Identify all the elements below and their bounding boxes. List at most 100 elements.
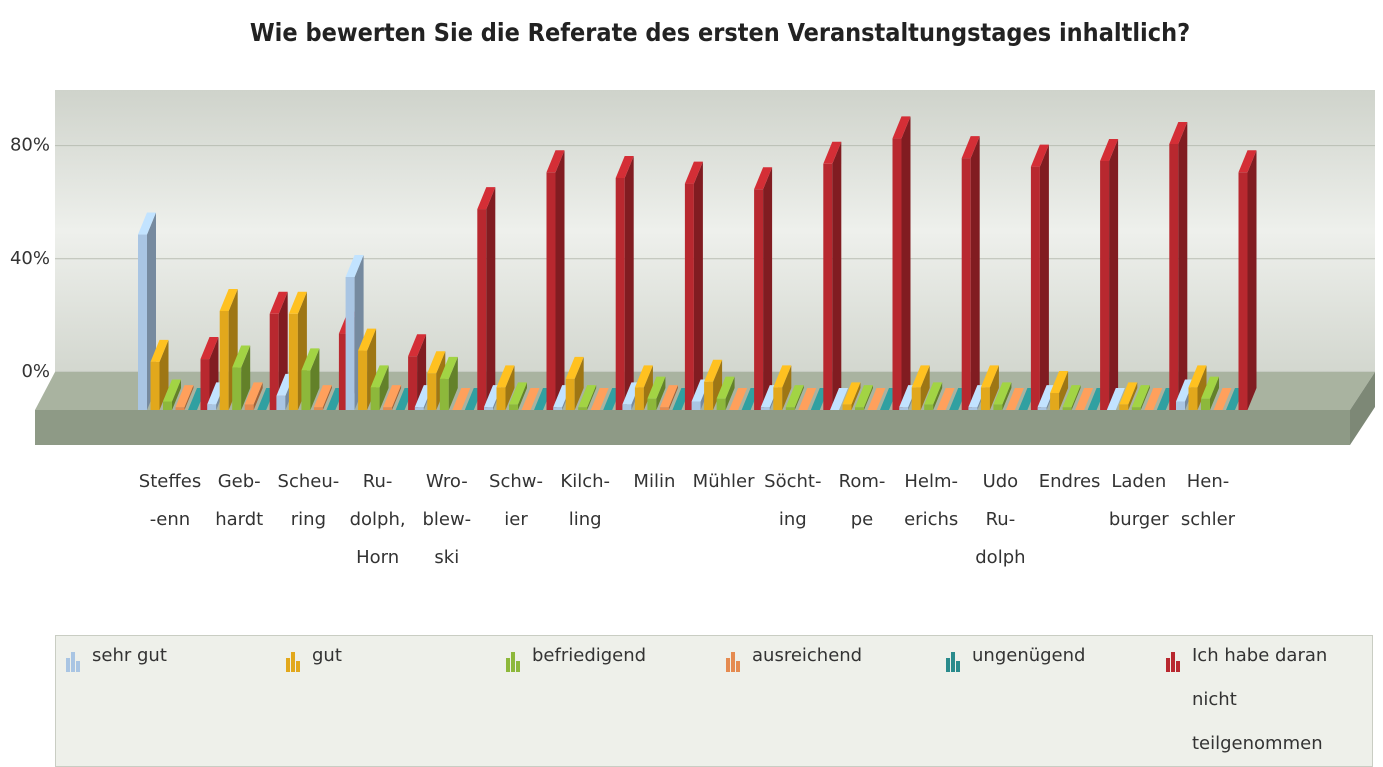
bar-front (578, 407, 588, 410)
x-tick-label: burger (1109, 509, 1169, 530)
bar-top (269, 291, 288, 314)
legend-icon-bar (511, 652, 515, 672)
bar-front (1176, 401, 1185, 410)
bar-top (150, 339, 169, 362)
bar-side (241, 345, 251, 410)
bar-side (668, 385, 678, 410)
bar (754, 167, 773, 410)
bar-front (1131, 407, 1141, 410)
bar (798, 388, 817, 410)
legend-item: gut (286, 645, 452, 678)
bar-side (782, 365, 792, 410)
bar (370, 365, 389, 410)
bar-front (1238, 172, 1248, 410)
bar-side (851, 382, 861, 410)
bar-front (968, 407, 978, 410)
bar-side (486, 187, 496, 410)
bar-top (993, 382, 1012, 405)
legend-item: Ich habe daran nicht teilgenommen (1166, 645, 1332, 766)
bar-side (1197, 365, 1207, 410)
bar (936, 388, 955, 410)
x-tick-label: dolph, (350, 509, 406, 530)
bar-side (392, 385, 402, 410)
x-tick-label: ier (504, 509, 528, 530)
bar-front (345, 276, 355, 410)
bar (1188, 365, 1207, 410)
bar-top (288, 291, 307, 314)
x-tick-label: Horn (356, 547, 399, 568)
bar-side (159, 339, 169, 410)
legend-icon-bar (76, 661, 80, 672)
bar-front (370, 387, 380, 410)
bar-side (1140, 385, 1150, 410)
bar-side (574, 356, 584, 410)
bar-side (505, 365, 515, 410)
bar (175, 385, 194, 410)
bar-top (1119, 382, 1138, 405)
legend-icon (946, 652, 960, 672)
x-tick-label: erichs (904, 509, 958, 530)
legend-icon-bar (736, 661, 740, 672)
bar (439, 356, 458, 410)
bar-top (647, 376, 666, 399)
bar-top (1106, 388, 1125, 410)
bar-front (842, 404, 852, 410)
legend-icon-bar (506, 658, 510, 672)
bar (729, 388, 748, 410)
chart-title: Wie bewerten Sie die Referate des ersten… (250, 18, 1190, 47)
floor-side (1350, 372, 1375, 445)
bar (452, 388, 471, 410)
bar (1238, 150, 1257, 410)
bar-side (587, 385, 597, 410)
legend-label: befriedigend (532, 645, 647, 666)
bar-top (798, 388, 817, 410)
bar-top (830, 388, 848, 410)
bar (634, 365, 653, 410)
legend-icon-bar (726, 658, 730, 672)
legend-icon-bar (1166, 658, 1170, 672)
bar-top (842, 382, 861, 405)
y-tick-label: 80% (10, 135, 50, 156)
x-tick-label: Mühler (693, 471, 755, 492)
bar-front (1169, 143, 1179, 411)
bar-side (725, 376, 735, 410)
bar-front (477, 209, 487, 410)
bar-front (855, 407, 864, 410)
bar-front (546, 172, 556, 410)
bar-front (704, 381, 714, 410)
floor-front (35, 410, 1350, 445)
y-tick-label: 40% (10, 248, 50, 269)
x-tick-label: ling (569, 509, 602, 530)
bar-front (760, 407, 770, 410)
bar-front (1050, 393, 1060, 410)
bar-front (1100, 160, 1110, 410)
x-tick-label: Udo (983, 471, 1019, 492)
bar-top (1100, 138, 1119, 161)
x-tick-label: schler (1181, 509, 1236, 530)
bar-top (1005, 388, 1024, 410)
legend-icon-bar (731, 652, 735, 672)
bar-side (763, 167, 773, 410)
bar (509, 382, 527, 410)
bar-top (892, 116, 911, 139)
bar-top (496, 365, 515, 388)
bar-front (219, 310, 229, 410)
bar (565, 356, 584, 410)
bar-top (1030, 144, 1049, 167)
bar-side (379, 365, 389, 410)
x-tick-label: Scheu- (278, 471, 340, 492)
bar-top (634, 365, 653, 388)
bar-top (823, 141, 842, 164)
x-tick-label: Laden (1111, 471, 1166, 492)
bar (1106, 388, 1125, 410)
bar-top (383, 385, 402, 408)
x-tick-label: pe (851, 509, 874, 530)
bar-front (207, 404, 217, 410)
x-tick-label: Kilch- (560, 471, 610, 492)
x-tick-label: ski (434, 547, 459, 568)
x-tick-label: dolph (975, 547, 1025, 568)
bar-side (933, 382, 943, 410)
bar-top (578, 385, 597, 408)
bar-front (288, 313, 298, 410)
x-tick-label: Endres (1039, 471, 1101, 492)
